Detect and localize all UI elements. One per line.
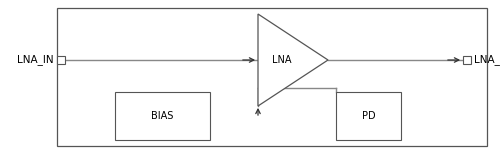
Bar xyxy=(57,8,487,146)
Text: LNA: LNA xyxy=(272,55,291,65)
Text: BIAS: BIAS xyxy=(152,111,174,121)
Bar xyxy=(336,92,401,140)
Text: LNA_IN: LNA_IN xyxy=(18,55,54,65)
Bar xyxy=(57,56,65,64)
Bar xyxy=(463,56,471,64)
Bar xyxy=(115,92,210,140)
Polygon shape xyxy=(258,14,328,106)
Text: PD: PD xyxy=(362,111,376,121)
Text: LNA_OUT: LNA_OUT xyxy=(474,55,500,65)
